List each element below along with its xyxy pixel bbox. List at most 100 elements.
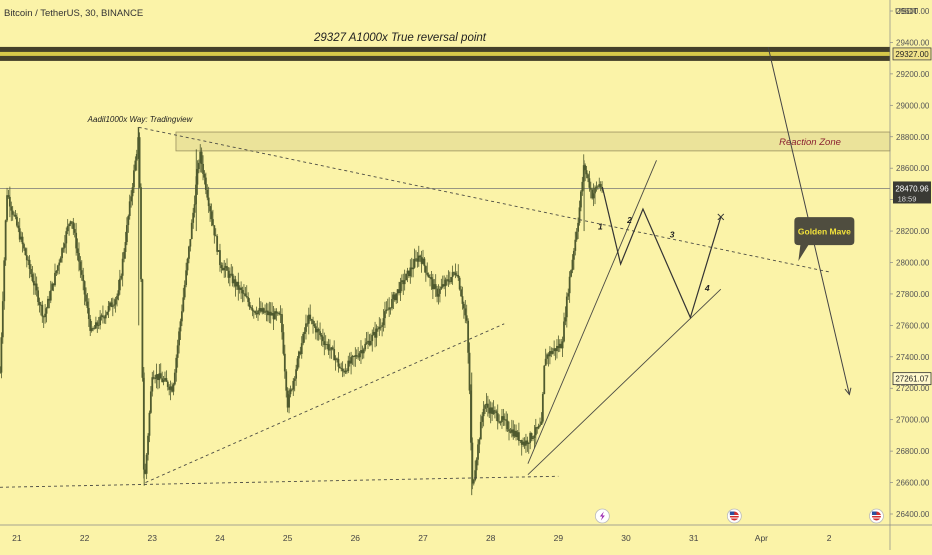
candle-body (213, 225, 216, 236)
candle-body (464, 308, 467, 316)
candle-body (551, 351, 554, 354)
y-tick-label: 27200.00 (896, 384, 930, 393)
candle-body (68, 224, 70, 227)
candle-body (485, 403, 488, 406)
candle-body (462, 303, 465, 309)
candle-body (107, 305, 110, 312)
y-tick-label: 28200.00 (896, 227, 930, 236)
x-tick-label: 30 (621, 533, 631, 543)
candle-body (306, 323, 309, 325)
candle-body (565, 296, 568, 318)
candle-body (231, 273, 234, 284)
x-tick-label: Apr (755, 533, 768, 543)
candle-body (386, 309, 389, 311)
candle-body (546, 354, 548, 359)
candle-body (587, 174, 589, 179)
candle-body (540, 421, 543, 425)
candle-body (331, 347, 334, 350)
y-tick-label: 29600.00 (896, 7, 930, 16)
candle-body (453, 272, 455, 273)
candle-body (298, 351, 300, 359)
candle-body (267, 310, 269, 316)
candle-body (382, 318, 385, 326)
candle-body (523, 441, 526, 446)
candle-body (399, 281, 402, 294)
candle-body (505, 419, 508, 421)
candle-body (51, 283, 54, 291)
y-tick-label: 27600.00 (896, 321, 930, 330)
candle-body (71, 221, 73, 223)
candle-body (533, 435, 536, 438)
dotted-trendline (145, 323, 505, 483)
candle-body (561, 341, 564, 349)
candle-body (155, 374, 158, 379)
callout-text: Golden Mave (798, 227, 851, 237)
candle-body (75, 232, 78, 249)
candle-body (455, 274, 458, 276)
candle-body (395, 293, 398, 301)
candle-body (413, 259, 416, 268)
reaction-zone-label: Reaction Zone (779, 137, 841, 148)
candle-body (408, 270, 410, 277)
candle-body (348, 360, 351, 364)
y-tick-label: 27000.00 (896, 416, 930, 425)
candle-body (204, 177, 207, 190)
candle-body (574, 239, 577, 251)
candle-body (282, 332, 285, 354)
candle-body (410, 267, 413, 270)
candle-body (302, 333, 305, 344)
candle-body (245, 296, 248, 298)
candle-body (437, 293, 440, 297)
candle-body (152, 377, 155, 379)
candle-body (578, 207, 581, 223)
candle-body (340, 368, 343, 369)
candle-body (519, 440, 522, 441)
candle-body (209, 206, 211, 212)
candle-body (477, 444, 479, 460)
candle-body (79, 261, 82, 271)
candle-body (54, 272, 56, 286)
candle-body (357, 356, 360, 358)
candle-body (16, 216, 18, 226)
candle-body (479, 421, 482, 440)
candle-body (439, 288, 441, 294)
candle-body (20, 236, 23, 240)
candle-body (243, 293, 245, 295)
candle-body (157, 374, 159, 381)
candle-body (166, 381, 169, 387)
candle-body (367, 340, 369, 343)
candle-body (226, 266, 228, 271)
candle-body (416, 258, 419, 262)
candle-body (223, 267, 226, 271)
candle-body (272, 313, 275, 320)
candle-body (360, 350, 362, 354)
candle-body (321, 336, 324, 342)
candle-body (350, 357, 352, 364)
candle-body (162, 380, 165, 382)
candle-body (334, 358, 337, 361)
candle-body (426, 272, 429, 275)
candle-body (372, 331, 375, 335)
candle-body (544, 358, 547, 366)
candle-body (506, 420, 509, 430)
candle-body (554, 348, 557, 352)
candle-body (541, 394, 544, 422)
candle-body (6, 195, 8, 221)
candle-body (109, 302, 111, 306)
candle-body (441, 284, 444, 287)
candle-body (516, 432, 519, 438)
candle-body (385, 309, 388, 312)
x-tick-label: 22 (80, 533, 90, 543)
candle-body (371, 334, 374, 342)
candle-body (130, 196, 133, 202)
wave-label: 3 (670, 229, 675, 239)
candle-body (65, 231, 68, 244)
candle-body (423, 258, 426, 267)
solid-trendline (527, 288, 722, 476)
price-badge (892, 372, 932, 386)
candle-body (529, 433, 532, 443)
flag-canton (729, 511, 735, 515)
candle-body (482, 408, 485, 417)
candle-body (481, 416, 484, 422)
